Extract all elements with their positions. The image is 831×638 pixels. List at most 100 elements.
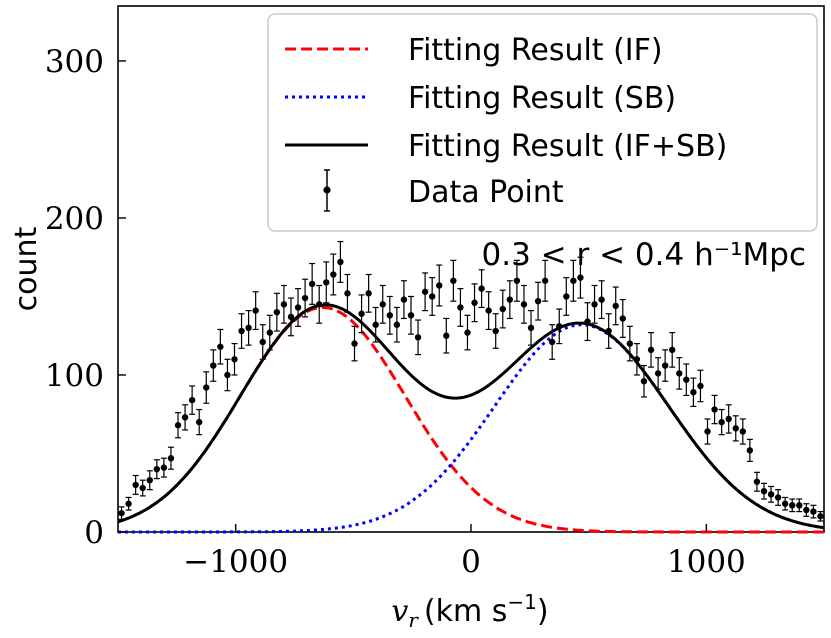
legend-box [267,13,818,232]
data-marker [344,290,351,297]
data-marker [118,509,125,517]
data-point [570,259,577,302]
legend: Fitting Result (IF) Fitting Result (SB) … [267,13,818,232]
data-point [534,281,542,321]
data-point [478,269,485,309]
data-marker [188,396,196,404]
data-point [443,317,450,354]
data-point [506,280,514,320]
data-point [450,259,457,302]
data-point [280,284,288,324]
data-marker [443,332,450,339]
data-point [323,261,330,304]
data-point [774,489,782,506]
x-axis-label-close: ) [537,594,549,629]
data-marker [245,324,252,332]
data-marker [640,378,648,385]
x-axis-ticks: −1000 0 1000 [183,524,746,580]
x-tick-label: 0 [461,544,481,580]
data-point [817,510,824,522]
data-point [400,280,408,320]
data-point [647,331,655,368]
x-axis-label-unit: (km s [424,594,507,629]
data-marker [351,340,358,347]
data-marker [280,301,288,308]
data-marker [153,465,161,473]
data-point [139,479,146,497]
data-point [704,418,711,445]
data-marker [732,425,739,432]
data-point [210,349,217,382]
legend-label-total: Fitting Result (IF+SB) [408,129,727,164]
data-point [203,371,210,404]
y-axis-label: count [9,226,44,311]
data-point [633,342,641,376]
data-marker [323,279,330,286]
data-point [548,324,556,360]
data-marker [711,406,718,413]
data-marker [513,277,521,284]
data-point [224,358,231,392]
data-marker [231,356,238,363]
data-marker [224,371,231,379]
data-marker [598,296,605,303]
data-point [421,272,429,312]
data-marker [471,299,478,306]
data-marker [746,447,754,454]
data-point [563,277,570,316]
data-marker [556,323,563,330]
data-point [132,474,139,495]
data-marker [591,301,598,308]
data-marker [626,340,634,347]
data-marker [506,296,514,303]
data-marker [697,382,704,390]
data-marker [266,329,273,336]
data-point [238,313,245,349]
data-marker [584,318,591,325]
data-point [725,404,732,434]
data-point [294,288,302,327]
data-marker [676,370,683,377]
data-point [118,506,125,521]
data-marker [817,513,824,520]
data-point [556,308,563,345]
legend-label-sb: Fitting Result (SB) [408,81,676,116]
data-marker [781,500,789,507]
data-marker [294,304,302,311]
data-point [379,284,386,324]
data-marker [767,491,775,498]
data-point [669,331,676,368]
data-point [513,259,521,302]
data-marker [789,502,796,509]
data-point [308,262,316,305]
data-point [125,496,132,511]
data-marker [217,343,224,350]
data-marker [132,481,139,489]
y-tick-label: 0 [84,515,104,551]
data-marker [485,307,492,314]
data-marker [259,338,266,346]
data-point [464,314,471,351]
data-marker [683,376,690,383]
data-point [231,342,238,376]
y-tick-label: 200 [45,201,104,237]
legend-swatch-data-marker [323,186,331,194]
data-marker [330,271,337,278]
data-marker [428,293,436,300]
model-curves [117,303,825,534]
data-marker [450,277,457,284]
data-point [746,438,754,462]
data-marker [393,321,401,328]
data-marker [577,274,584,281]
data-marker [810,508,817,515]
data-point [301,278,309,318]
y-tick-label: 300 [45,44,104,80]
data-marker [739,428,747,435]
radius-annotation: 0.3 < r < 0.4 h⁻¹Mpc [482,237,806,273]
data-marker [563,293,570,300]
x-tick-label: −1000 [183,544,288,580]
data-marker [760,487,768,495]
data-marker [174,422,182,429]
data-point [661,349,669,382]
